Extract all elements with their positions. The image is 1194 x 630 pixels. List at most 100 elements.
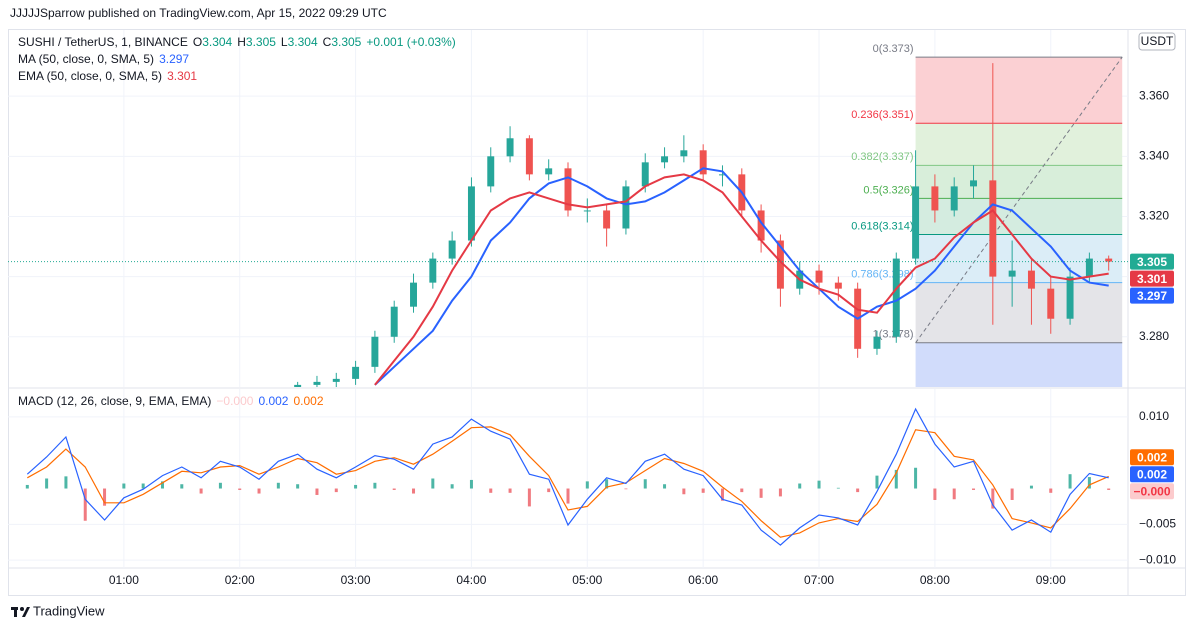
histogram-bar: [547, 488, 551, 493]
histogram-bar: [218, 482, 222, 489]
x-tick-label: 01:00: [109, 573, 139, 587]
histogram-bar: [701, 488, 705, 493]
histogram-bar: [1087, 477, 1091, 489]
legend-name: EMA (50, close, 0, SMA, 5): [18, 69, 163, 83]
candle-body: [661, 156, 669, 163]
candle-body: [313, 381, 321, 385]
candle-body: [487, 156, 495, 187]
histogram-bar: [238, 488, 242, 490]
histogram-bar: [431, 478, 435, 489]
histogram-bar: [296, 484, 300, 489]
fib-band: [915, 342, 1123, 387]
price-tag-label: 0.002: [1137, 467, 1167, 481]
currency: USDT: [1141, 34, 1174, 48]
legend-row: MA (50, close, 0, SMA, 5) 3.297: [18, 51, 461, 68]
histogram-bar: [1029, 485, 1033, 489]
candle-body: [506, 138, 514, 157]
histogram-bar: [682, 488, 686, 495]
candle-body: [892, 258, 900, 337]
histogram-bar: [508, 488, 512, 493]
price-tag: [1130, 287, 1174, 304]
fib-label: 0.618(3.314): [851, 220, 913, 232]
histogram-bar: [25, 484, 29, 489]
y-tick-label: 3.280: [1139, 329, 1169, 343]
candle-body: [989, 180, 997, 277]
histogram-bar: [354, 484, 358, 489]
price-pane: 0(3.373) 0.236(3.351) 0.382(3.337) 0.5(3.32…: [8, 30, 1128, 387]
fib-band: [915, 57, 1123, 124]
fib-band: [915, 282, 1123, 343]
histogram-bar: [103, 488, 107, 506]
price-tag-label: 0.002: [1137, 450, 1167, 464]
legend-row: EMA (50, close, 0, SMA, 5) 3.301: [18, 68, 461, 85]
histogram-bar: [469, 479, 473, 489]
y-tick-label: 3.320: [1139, 209, 1169, 223]
quote-label: C: [322, 35, 332, 49]
frame: [8, 29, 1186, 596]
candle-body: [564, 168, 572, 211]
price-tag: [1130, 483, 1174, 500]
candle-body: [545, 168, 553, 175]
histogram-bar: [663, 484, 667, 489]
candle-body: [1105, 258, 1113, 262]
histogram-bar: [257, 488, 261, 494]
candle-body: [950, 186, 958, 211]
histogram-bar: [315, 488, 319, 495]
quote-label: L: [280, 35, 288, 49]
candle-body: [815, 270, 823, 283]
histogram-bar: [991, 488, 995, 509]
candle-body: [332, 378, 340, 382]
histogram-bar: [624, 488, 628, 490]
price-tag: [1130, 270, 1174, 287]
fib-trend: [915, 56, 1123, 344]
legend-name: MA (50, close, 0, SMA, 5): [18, 52, 155, 66]
histogram-bar: [276, 482, 280, 489]
candle-body: [873, 336, 881, 349]
histogram-bar: [972, 488, 976, 490]
histogram-bar: [1010, 488, 1014, 500]
histogram-bar: [720, 488, 724, 501]
histogram-bar: [373, 482, 377, 489]
histogram-bar: [1107, 488, 1111, 490]
candle-body: [622, 186, 630, 229]
histogram-bar: [605, 479, 609, 489]
fib-band: [915, 123, 1123, 166]
histogram-bar: [933, 488, 937, 500]
histogram-bar: [122, 483, 126, 489]
price-legend: SUSHI / TetherUS, 1, BINANCE O3.304 H3.305…: [18, 34, 461, 85]
x-tick-label: 04:00: [456, 573, 486, 587]
quote-value: 3.304: [287, 35, 318, 49]
x-tick-label: 07:00: [804, 573, 834, 587]
quote-label: H: [237, 35, 246, 49]
candle-body: [834, 282, 842, 289]
candle-body: [1066, 276, 1074, 319]
currency-box: [1138, 32, 1176, 51]
quote-value: 3.305: [245, 35, 276, 49]
histogram-bar: [180, 484, 184, 489]
histogram-bar: [759, 488, 763, 498]
histogram-bar: [566, 488, 570, 504]
price-tag: [1130, 466, 1174, 483]
candle-body: [583, 210, 591, 212]
histogram-bar: [1049, 488, 1053, 493]
histogram-bar: [643, 479, 647, 489]
candle-body: [757, 210, 765, 241]
macd-legend: MACD (12, 26, close, 9, EMA, EMA) −0.000 0…: [18, 393, 329, 410]
price-tag-label: 3.305: [1137, 255, 1167, 269]
macd-line: [26, 407, 1109, 546]
candle-body: [390, 306, 398, 337]
x-tick-label: 06:00: [688, 573, 718, 587]
x-tick-label: 05:00: [572, 573, 602, 587]
candle-body: [776, 240, 784, 289]
y-tick-label: −0.010: [1139, 552, 1176, 566]
price-tag: [1130, 449, 1174, 466]
macd-pane: [8, 389, 1128, 568]
symbol: SUSHI / TetherUS, 1, BINANCE: [18, 35, 188, 49]
candle-body: [525, 138, 533, 175]
legend-value: −0.000: [216, 394, 254, 408]
candle-body: [1027, 270, 1035, 289]
change: +0.001 (+0.03%): [366, 35, 456, 49]
histogram-bar: [527, 488, 531, 507]
price-tag-label: 3.297: [1137, 289, 1167, 303]
